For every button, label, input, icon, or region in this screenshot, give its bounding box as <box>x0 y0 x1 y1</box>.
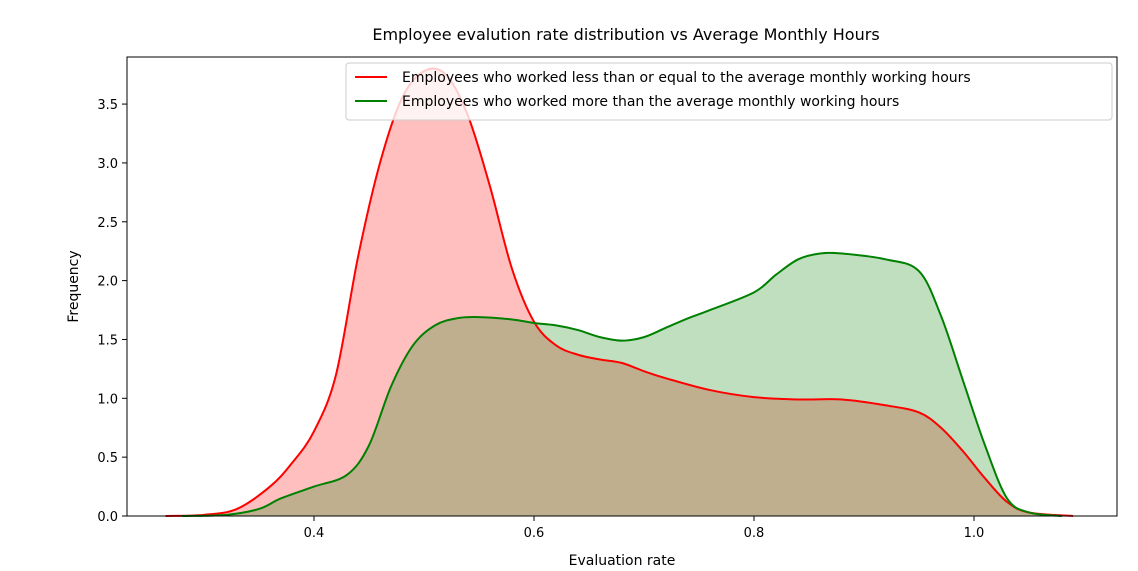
series-1-area <box>165 68 1073 517</box>
x-tick-label: 0.4 <box>304 526 325 541</box>
y-tick-label: 1.5 <box>97 333 118 348</box>
x-tick-label: 0.8 <box>744 526 765 541</box>
legend-label-2: Employees who worked more than the avera… <box>402 94 899 110</box>
plot-frame <box>126 56 1118 517</box>
y-tick-label: 0.5 <box>97 451 118 466</box>
x-axis: 0.4 0.6 0.8 1.0 <box>304 516 985 541</box>
series-2-area <box>182 252 1062 516</box>
y-tick-label: 3.0 <box>97 157 118 172</box>
y-tick-label: 0.0 <box>97 510 118 525</box>
legend-label-1: Employees who worked less than or equal … <box>402 70 971 86</box>
y-tick-label: 2.5 <box>97 216 118 231</box>
x-axis-label: Evaluation rate <box>569 553 676 569</box>
y-tick-label: 2.0 <box>97 275 118 290</box>
y-tick-label: 1.0 <box>97 392 118 407</box>
x-tick-label: 1.0 <box>964 526 985 541</box>
legend: Employees who worked less than or equal … <box>345 62 1113 121</box>
series-1-line <box>165 67 1074 517</box>
y-axis-label: Frequency <box>66 250 82 322</box>
legend-box <box>345 62 1113 121</box>
plot-area <box>165 67 1074 517</box>
chart-title: Employee evalution rate distribution vs … <box>372 25 879 44</box>
y-tick-label: 3.5 <box>97 98 118 113</box>
series-2-line <box>181 251 1063 517</box>
y-axis: 0.0 0.5 1.0 1.5 2.0 2.5 3.0 3.5 <box>97 98 127 525</box>
x-tick-label: 0.6 <box>524 526 545 541</box>
